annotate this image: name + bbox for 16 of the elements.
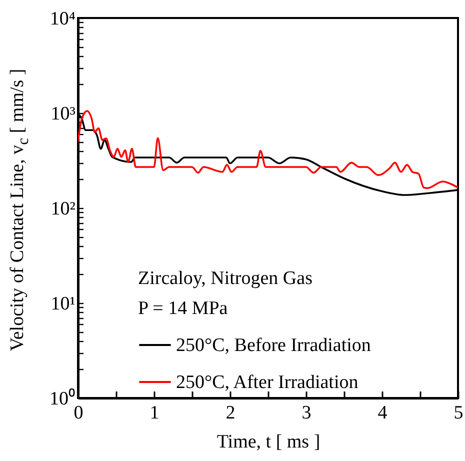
x-tick-label: 2 (226, 402, 236, 424)
x-tick-label: 4 (378, 402, 388, 424)
annotation: P = 14 MPa (138, 298, 228, 319)
legend-label: 250°C, After Irradiation (176, 372, 359, 393)
y-tick-label: 10¹ (50, 294, 76, 314)
y-tick-label: 10⁴ (50, 8, 76, 30)
x-tick-label: 1 (150, 402, 160, 424)
x-tick-label: 3 (302, 402, 312, 424)
x-tick-label: 0 (74, 402, 84, 424)
y-tick-label: 10² (50, 198, 76, 220)
x-tick-label: 5 (454, 402, 464, 424)
annotation: Zircaloy, Nitrogen Gas (138, 268, 312, 289)
x-axis-title: Time, t [ ms ] (216, 432, 320, 452)
y-tick-label: 10⁰ (50, 388, 76, 410)
legend-label: 250°C, Before Irradiation (176, 335, 372, 356)
y-tick-label: 10³ (50, 104, 76, 124)
